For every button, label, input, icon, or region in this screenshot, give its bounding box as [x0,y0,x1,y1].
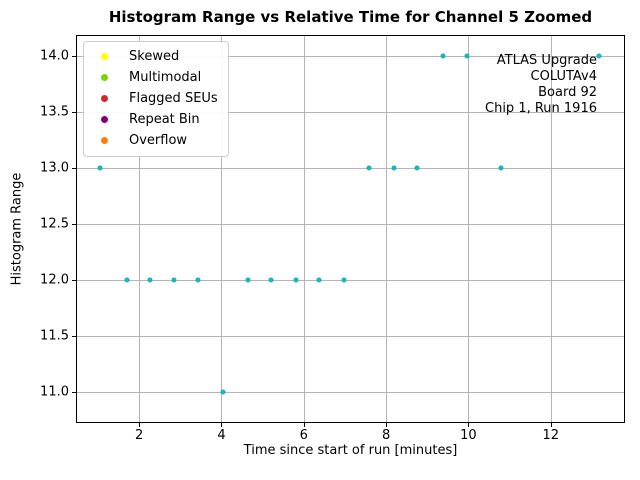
x-gridline [221,36,223,422]
y-tick-mark [72,112,76,114]
y-tick-label: 13.0 [40,160,69,176]
x-tick-mark [139,423,141,427]
x-tick-mark [550,423,552,427]
y-gridline [77,168,624,170]
x-tick-label: 4 [217,428,226,443]
y-axis-label: Histogram Range [9,172,25,286]
legend-label: Overflow [129,133,188,148]
x-axis-label: Time since start of run [minutes] [243,443,458,458]
legend-item: Flagged SEUs [84,88,228,109]
legend-item: Multimodal [84,67,228,88]
y-gridline [77,223,624,225]
x-tick-label: 6 [299,428,308,443]
y-tick-label: 11.0 [40,384,69,400]
annotation-line: Chip 1, Run 1916 [485,101,597,116]
y-tick-mark [72,56,76,58]
data-point [464,53,470,59]
data-point [366,165,372,171]
chart-title: Histogram Range vs Relative Time for Cha… [108,8,593,26]
y-gridline [77,391,624,393]
annotation-line: ATLAS Upgrade [496,53,597,68]
annotation-line: Board 92 [538,85,597,100]
legend-item: Skewed [84,46,228,67]
data-point [195,277,201,283]
y-tick-label: 12.0 [40,272,69,288]
data-point [293,277,299,283]
y-tick-label: 11.5 [40,328,69,344]
x-gridline [139,36,141,422]
legend-marker-icon [101,116,108,123]
y-tick-label: 12.5 [40,216,69,232]
annotation: ATLAS Upgrade COLUTAv4 Board 92 Chip 1, Run… [485,53,597,117]
y-gridline [77,112,624,114]
x-tick-label: 8 [381,428,391,443]
y-gridline [77,279,624,281]
data-point [147,277,153,283]
x-tick-label: 10 [460,428,477,443]
x-tick-label: 12 [542,428,560,443]
data-point [316,277,322,283]
x-tick-mark [303,423,305,427]
data-point [124,277,130,283]
data-point [391,165,396,171]
legend-label: Flagged SEUs [129,91,218,106]
legend-item: Repeat Bin [84,109,228,130]
data-point [498,165,504,171]
legend-label: Multimodal [129,70,202,85]
legend-marker-icon [101,95,108,102]
x-tick-mark [221,423,223,427]
x-gridline [386,36,388,422]
data-point [341,277,347,283]
x-gridline [303,36,305,422]
data-point [268,277,274,283]
y-tick-mark [72,335,76,337]
x-tick-mark [468,423,470,427]
legend-marker-icon [101,53,108,60]
legend-marker-icon [101,74,108,81]
data-point [245,277,251,283]
legend-item: Overflow [84,130,228,151]
y-tick-label: 13.5 [40,104,69,120]
y-tick-mark [72,223,76,225]
data-point [171,277,177,283]
legend: Skewed Multimodal Flagged SEUs Repeat Bin Ov… [83,41,229,157]
y-tick-label: 14.0 [40,48,69,64]
plot-area: Skewed Multimodal Flagged SEUs Repeat Bin Ov… [40,35,625,443]
data-point [414,165,420,171]
data-point [440,53,446,59]
x-tick-mark [386,423,388,427]
y-tick-mark [72,168,76,170]
x-gridline [468,36,470,422]
y-tick-mark [72,391,76,393]
data-point [220,389,226,395]
data-point [97,165,103,171]
legend-label: Repeat Bin [129,112,200,127]
legend-marker-icon [101,137,108,144]
data-point [596,53,602,59]
x-gridline [550,36,552,422]
y-tick-mark [72,279,76,281]
x-tick-label: 2 [135,428,144,443]
annotation-line: COLUTAv4 [530,69,597,84]
y-gridline [77,335,624,337]
legend-label: Skewed [129,49,180,64]
y-gridline [77,56,624,58]
